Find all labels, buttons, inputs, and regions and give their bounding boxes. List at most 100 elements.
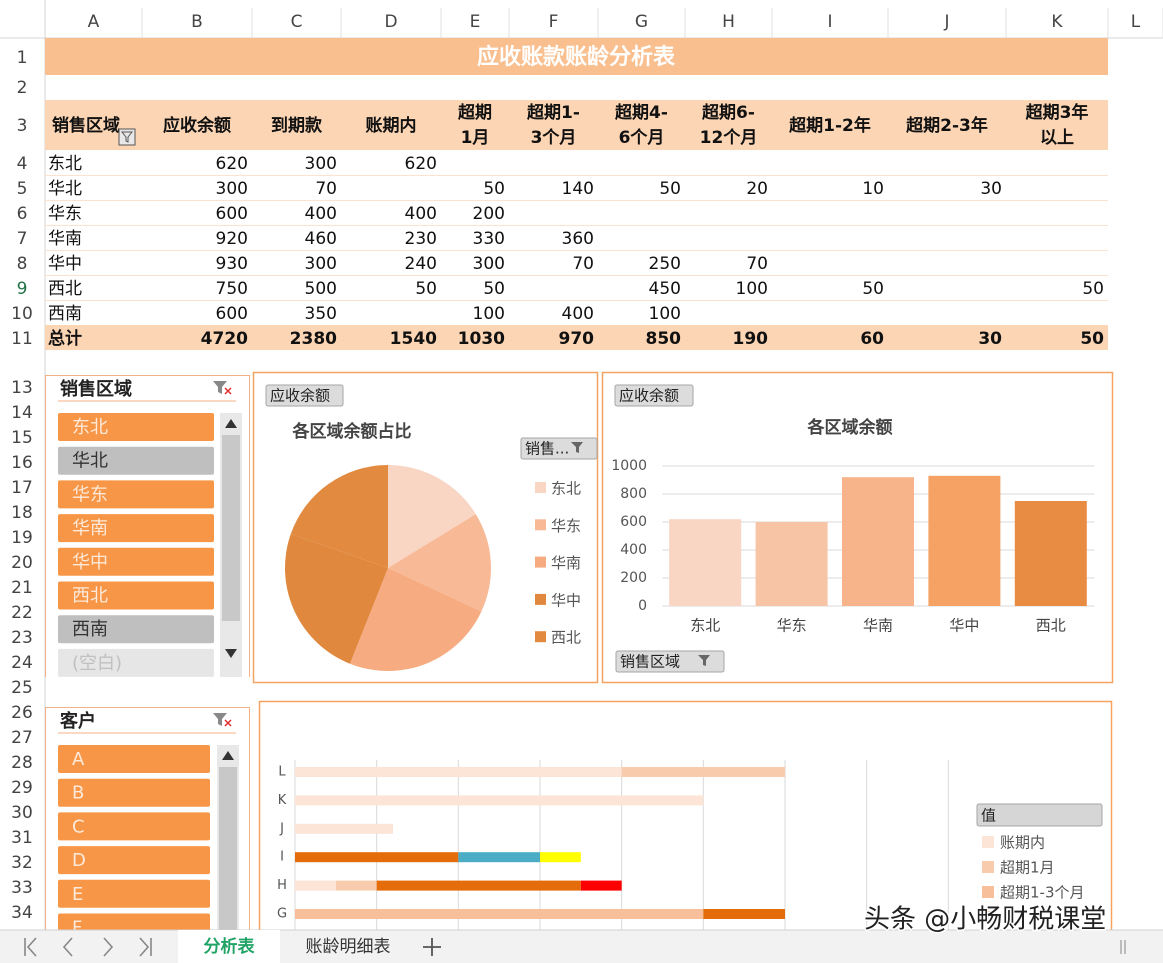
scroll-down[interactable] [225, 649, 237, 658]
cell-value: 30 [980, 179, 1002, 199]
sheet-nav-button[interactable] [62, 937, 73, 957]
slicer-item[interactable] [58, 913, 210, 942]
row-number: 9 [17, 279, 28, 299]
cell-value: 50 [483, 279, 505, 299]
sheet-nav-button[interactable] [103, 937, 114, 957]
scrollbar-thumb[interactable] [219, 767, 237, 953]
cell-value: 600 [216, 204, 248, 224]
cell-value: 300 [305, 254, 337, 274]
slicer-item[interactable] [58, 547, 214, 576]
sheet-tab-label[interactable]: 账龄明细表 [306, 937, 391, 957]
sheet-nav-button[interactable] [139, 937, 152, 957]
y-tick-label: 600 [620, 514, 647, 530]
cell-value: 20 [746, 179, 768, 199]
legend-button-label: 销售... [525, 440, 569, 458]
scroll-up[interactable] [225, 419, 237, 428]
sheet-tab[interactable] [178, 930, 280, 963]
bar [928, 475, 1001, 606]
row-number: 6 [17, 204, 28, 224]
slicer-item[interactable] [58, 581, 214, 610]
slicer-item[interactable] [58, 413, 214, 441]
bar-segment [703, 909, 785, 919]
cell-value: 240 [405, 254, 437, 274]
cell-value: 400 [562, 304, 594, 324]
cell-value: 300 [216, 179, 248, 199]
column-letter: B [191, 12, 203, 32]
legend-swatch [982, 886, 994, 898]
cell-value: 330 [473, 229, 505, 249]
cell-value: 400 [405, 204, 437, 224]
scrollbar-thumb[interactable] [222, 435, 240, 621]
chart-title: 各区域余额 [807, 417, 893, 438]
scroll-up[interactable] [222, 751, 234, 760]
x-tick-label: 华南 [863, 617, 893, 635]
column-heading: 3个月 [531, 127, 577, 148]
cell-value: 2380 [290, 329, 337, 349]
bar-segment [295, 852, 459, 863]
bar-segment [540, 852, 581, 863]
sheet-tab-label[interactable]: 分析表 [204, 936, 256, 957]
slicer-title: 销售区域 [60, 378, 132, 400]
chart-title: 各区域余额占比 [292, 421, 412, 442]
slicer-item[interactable] [58, 615, 214, 644]
axis-button[interactable] [615, 650, 725, 673]
cell-value: 750 [216, 279, 248, 299]
legend-label: 华中 [551, 591, 581, 609]
field-button[interactable] [265, 384, 344, 407]
slicer-item[interactable] [58, 846, 210, 875]
slicer-item[interactable] [58, 879, 210, 908]
column-heading: 应收余额 [163, 115, 231, 136]
column-heading: 销售区域 [52, 115, 120, 136]
bar-segment [335, 880, 377, 891]
cell-value: 300 [305, 154, 337, 174]
clear-filter-icon[interactable] [213, 381, 227, 394]
cell-value: 50 [862, 279, 884, 299]
row-label: 东北 [48, 154, 82, 174]
bar [669, 519, 742, 606]
column-letter: F [549, 12, 559, 32]
field-button[interactable] [614, 384, 694, 407]
slicer-item[interactable] [58, 480, 214, 509]
column-letter: K [1051, 12, 1063, 32]
row-label: 西南 [48, 304, 82, 324]
row-number: 5 [17, 179, 28, 199]
cell-value: 850 [646, 329, 682, 349]
slicer-item[interactable] [58, 778, 210, 807]
legend-filter-icon [571, 442, 583, 453]
cell-value: 1540 [390, 329, 437, 349]
slicer-item[interactable] [58, 745, 210, 773]
sheet-nav-button[interactable] [24, 937, 37, 957]
column-heading: 12个月 [700, 127, 758, 148]
row-number: 2 [17, 78, 28, 98]
slicer-item-label: B [72, 783, 84, 804]
y-tick-label: 0 [638, 598, 647, 614]
row-label: 华南 [48, 229, 82, 249]
cell-value: 400 [305, 204, 337, 224]
slicer-item[interactable] [58, 648, 214, 677]
add-sheet-button[interactable] [423, 938, 441, 956]
cell-value: 200 [473, 204, 505, 224]
slicer-item-label: E [72, 884, 83, 905]
slicer-item[interactable] [58, 446, 214, 475]
slicer-item[interactable] [58, 514, 214, 543]
column-letter: G [635, 12, 648, 32]
slicer-item-label: C [72, 816, 85, 837]
clear-filter-icon[interactable] [213, 713, 227, 726]
slicer-item-label: A [72, 749, 85, 770]
field-button-label: 应收余额 [270, 387, 330, 405]
legend-title-button[interactable] [976, 803, 1103, 827]
slicer-item[interactable] [58, 812, 210, 841]
cell-value: 1030 [458, 329, 505, 349]
cell-value: 4720 [201, 329, 248, 349]
cell-value: 50 [1082, 279, 1104, 299]
cell-value: 620 [216, 154, 248, 174]
filter-icon[interactable] [118, 128, 136, 146]
column-letter: C [291, 12, 303, 32]
column-heading: 到期款 [271, 115, 323, 136]
slicer-item-label: 华中 [72, 552, 108, 573]
axis-button-label: 销售区域 [620, 653, 680, 671]
slicer-item-label: (空白) [72, 653, 122, 674]
